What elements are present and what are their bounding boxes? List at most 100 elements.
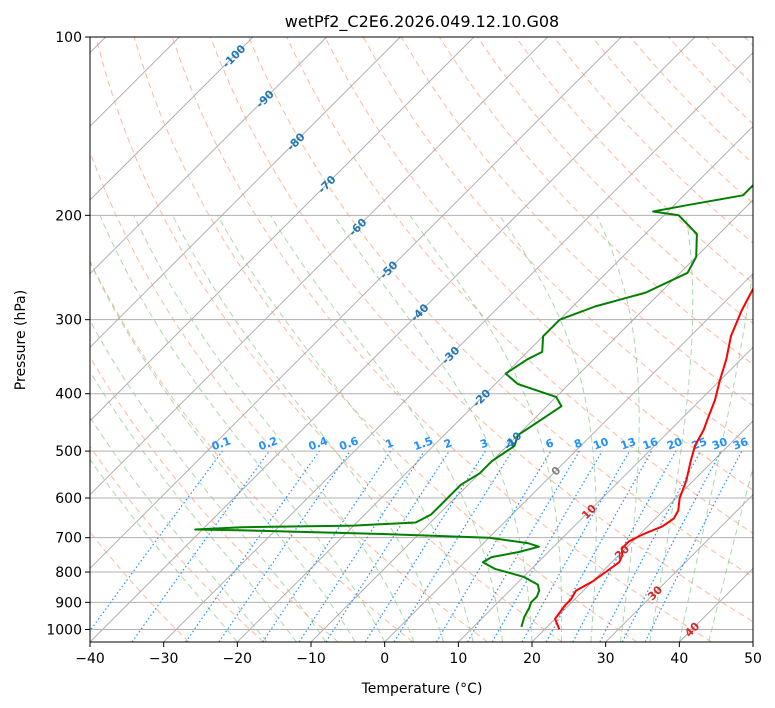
dry-adiabat xyxy=(744,37,753,47)
dry-adiabat xyxy=(210,37,753,623)
mixing-ratio-label: 1.5 xyxy=(412,434,435,453)
mixing-ratio-label: 0.6 xyxy=(338,434,361,453)
moist-adiabat xyxy=(172,215,445,642)
mixing-ratio-line xyxy=(90,450,223,632)
isotherm-line xyxy=(678,567,753,642)
moist-adiabat xyxy=(596,215,640,642)
mixing-ratio-label: 10 xyxy=(591,435,610,453)
moist-adiabat xyxy=(90,260,356,642)
x-tick-label: 0 xyxy=(380,651,389,667)
x-axis-label: Temperature (°C) xyxy=(361,681,483,697)
y-axis-label: Pressure (hPa) xyxy=(13,290,29,390)
mixing-ratio-line xyxy=(572,450,677,642)
dry-adiabat xyxy=(668,37,753,125)
mixing-ratio-labels: 0.1 0.2 0.4 0.6 1 1.5 2 3 4 6 8 10 13 16 20 25 30 36 xyxy=(210,434,751,453)
moist-adiabat xyxy=(409,215,563,642)
dry-adiabat xyxy=(248,37,753,578)
chart-title: wetPf2_C2E6.2026.049.12.10.G08 xyxy=(285,12,559,32)
moist-adiabat xyxy=(90,370,297,642)
mixing-ratio-label: 1 xyxy=(384,436,396,451)
isotherm-line xyxy=(457,346,753,642)
mixing-ratio-label: 0.4 xyxy=(307,434,330,453)
moist-adiabat xyxy=(99,215,386,642)
isotherm-label: -30 xyxy=(439,344,462,367)
mixing-ratio-label: 0.1 xyxy=(210,434,233,453)
isotherm-line xyxy=(90,37,549,496)
mixing-ratio-line xyxy=(131,450,270,642)
moist-adiabat xyxy=(90,458,238,642)
mixing-ratio-line xyxy=(521,450,631,642)
x-tick-label: −40 xyxy=(75,651,105,667)
isotherm-label: -100 xyxy=(220,42,249,71)
y-axis: 100 200 300 400 500 600 700 800 900 1000 xyxy=(46,30,90,638)
mixing-ratio-label: 4 xyxy=(505,436,517,451)
isotherm-line xyxy=(90,37,328,275)
mixing-ratio-label: 13 xyxy=(619,435,638,452)
x-tick-label: 10 xyxy=(449,651,467,667)
isotherm-label: 0 xyxy=(549,464,564,479)
y-tick-label: 900 xyxy=(55,595,82,611)
dry-adiabat xyxy=(95,37,563,642)
mixing-ratio-label: 30 xyxy=(710,435,729,453)
x-tick-label: 30 xyxy=(597,651,615,667)
isotherm-line xyxy=(384,272,753,642)
mixing-ratio-label: 36 xyxy=(731,435,750,453)
dry-adiabat xyxy=(515,37,753,284)
dry-adiabat xyxy=(90,445,264,642)
plot-frame xyxy=(89,36,754,643)
mixing-ratio-label: 16 xyxy=(641,435,660,453)
x-tick-label: −20 xyxy=(223,651,253,667)
dry-adiabat xyxy=(286,37,753,534)
mixing-ratio-label: 6 xyxy=(544,436,556,451)
mixing-ratio-label: 3 xyxy=(478,436,490,451)
y-tick-label: 800 xyxy=(55,565,82,581)
isotherm-line xyxy=(605,493,753,642)
isotherm-label: -70 xyxy=(315,173,338,196)
y-tick-label: 200 xyxy=(55,208,82,224)
mixing-ratio-label: 20 xyxy=(665,435,684,453)
mixing-ratio-line xyxy=(393,450,513,642)
y-tick-label: 600 xyxy=(55,491,82,507)
mixing-ratio-label: 8 xyxy=(572,436,584,451)
x-tick-label: 40 xyxy=(670,651,688,667)
dry-adiabat xyxy=(553,37,753,244)
moist-adiabat xyxy=(708,466,753,642)
moist-adiabat xyxy=(649,215,694,642)
dry-adiabat xyxy=(133,37,638,642)
x-tick-label: −10 xyxy=(296,651,326,667)
mixing-ratio-line xyxy=(644,450,743,642)
mixing-ratio-line xyxy=(599,450,702,642)
isotherm-line xyxy=(90,37,475,422)
x-axis: −40 −30 −20 −10 0 10 20 30 40 50 xyxy=(75,642,762,667)
dry-adiabat xyxy=(706,37,753,86)
dry-adiabat xyxy=(90,259,414,642)
isotherm-label: -90 xyxy=(254,87,277,110)
isotherm-line xyxy=(531,420,753,642)
mixing-ratio-line xyxy=(325,450,450,642)
moist-adiabat xyxy=(499,215,597,642)
isotherm-line xyxy=(310,199,753,642)
isotherm-line xyxy=(752,641,753,642)
moist-adiabat xyxy=(133,215,415,642)
y-tick-label: 500 xyxy=(55,444,82,460)
profile-lines xyxy=(194,183,753,630)
moist-adiabat xyxy=(333,215,533,642)
isotherm-line xyxy=(236,125,753,642)
isotherm-line xyxy=(90,37,622,570)
mixing-ratio-label: 0.2 xyxy=(257,434,280,453)
y-tick-label: 1000 xyxy=(46,622,82,638)
isotherm-line xyxy=(90,37,696,642)
y-tick-label: 700 xyxy=(55,531,82,547)
mixing-ratio-line xyxy=(466,450,580,642)
moist-adiabat xyxy=(678,265,753,642)
moist-adiabat xyxy=(90,416,268,642)
dry-adiabat xyxy=(90,150,488,642)
background-lines xyxy=(90,37,753,642)
moist-adiabat xyxy=(90,319,327,642)
x-tick-label: 20 xyxy=(523,651,541,667)
mixing-ratio-line xyxy=(298,450,425,642)
y-tick-label: 400 xyxy=(55,387,82,403)
isotherm-line xyxy=(90,37,254,201)
moist-adiabat xyxy=(217,215,474,642)
